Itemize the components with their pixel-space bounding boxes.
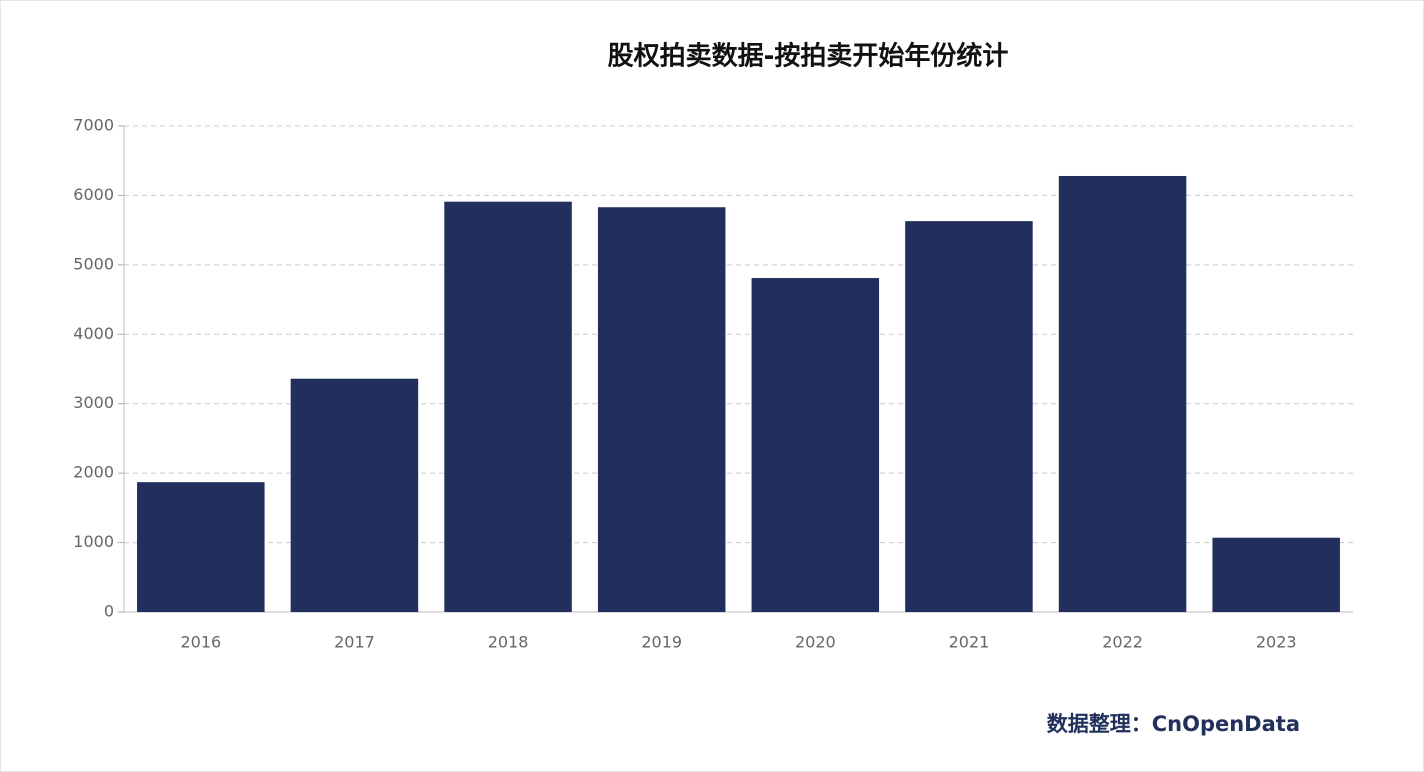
bar: [1212, 537, 1340, 612]
y-tick-label: 1000: [73, 532, 114, 551]
bar: [444, 201, 572, 613]
x-tick-label: 2022: [1102, 633, 1143, 652]
x-tick-label: 2023: [1256, 633, 1297, 652]
x-tick-label: 2019: [641, 633, 682, 652]
y-tick-label: 0: [104, 602, 114, 621]
y-tick-label: 3000: [73, 393, 114, 412]
bar: [1058, 175, 1187, 612]
bar: [751, 278, 880, 612]
y-tick-label: 7000: [73, 116, 114, 135]
x-tick-label: 2018: [488, 633, 529, 652]
x-tick-label: 2021: [949, 633, 990, 652]
y-tick-label: 5000: [73, 254, 114, 273]
x-tick-label: 2017: [334, 633, 375, 652]
bar: [137, 482, 265, 612]
x-tick-label: 2020: [795, 633, 836, 652]
y-tick-label: 2000: [73, 463, 114, 482]
bar: [597, 207, 726, 612]
chart-title: 股权拍卖数据-按拍卖开始年份统计: [608, 41, 1009, 72]
bar: [905, 221, 1033, 613]
y-tick-label: 6000: [73, 185, 114, 204]
source-note: 数据整理：CnOpenData: [1047, 712, 1300, 736]
y-tick-label: 4000: [73, 324, 114, 343]
bar: [290, 378, 419, 612]
x-tick-label: 2016: [180, 633, 221, 652]
